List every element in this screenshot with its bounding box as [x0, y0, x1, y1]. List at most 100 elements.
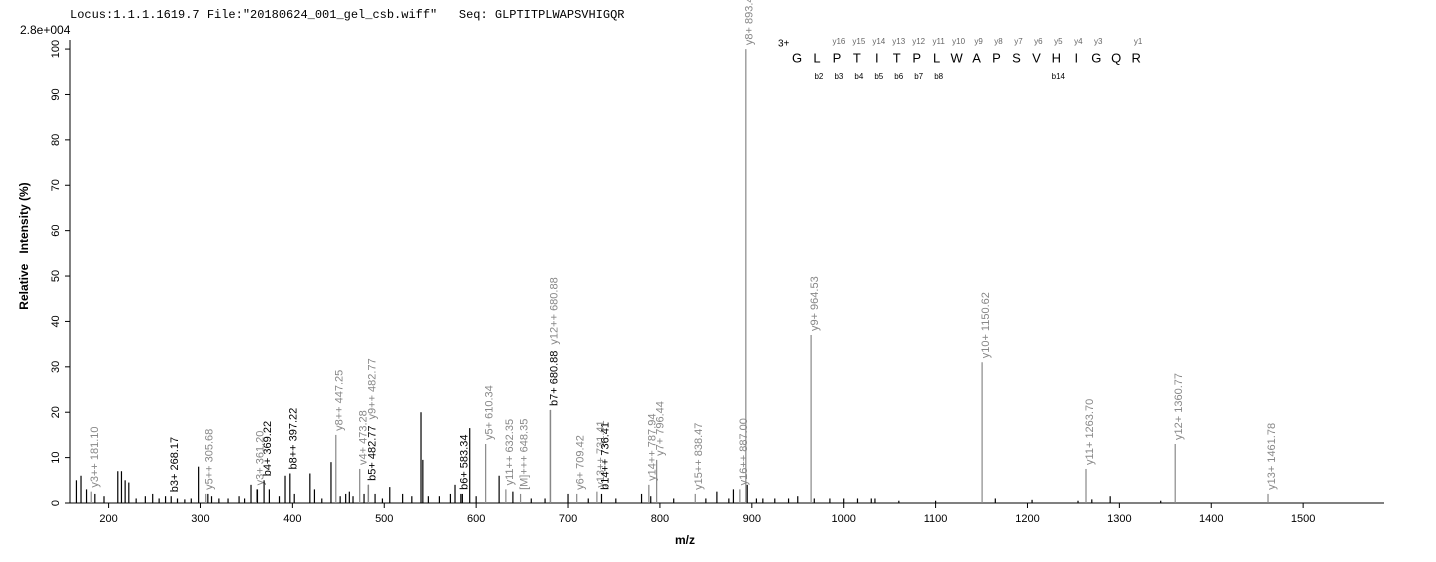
- residue: T: [893, 50, 901, 65]
- x-tick-label: 700: [559, 513, 577, 525]
- peak-label: y11+ 1263.70: [1084, 399, 1096, 465]
- y-ion-label: y6: [1034, 37, 1043, 46]
- y-tick-label: 100: [50, 40, 62, 58]
- x-tick-label: 600: [467, 513, 485, 525]
- peak-label: y11++ 632.35: [504, 419, 516, 485]
- y-ion-label: y14: [872, 37, 885, 46]
- residue: P: [833, 50, 842, 65]
- x-tick-label: 1000: [831, 513, 855, 525]
- peak-label: y5+ 610.34: [484, 385, 496, 440]
- peak-label: v4+ 473.28: [358, 410, 370, 465]
- x-tick-label: 1100: [924, 513, 948, 525]
- peak-label: y9++ 482.77: [366, 358, 378, 419]
- x-tick-label: 1200: [1015, 513, 1039, 525]
- residue: R: [1131, 50, 1140, 65]
- peak-label: y10+ 1150.62: [980, 292, 992, 358]
- y-ion-label: y5: [1054, 37, 1063, 46]
- peak-label: b6+ 583.34: [459, 435, 471, 490]
- peak-label: y12+ 1360.77: [1173, 373, 1185, 440]
- y-tick-label: 0: [50, 500, 62, 506]
- y-tick-label: 50: [50, 270, 62, 282]
- y-ion-label: y15: [852, 37, 865, 46]
- y-axis-label: Relative Intensity (%): [17, 182, 31, 309]
- peak-label: b8++ 397.22: [288, 408, 300, 470]
- peak-label: y16++ 887.00: [738, 418, 750, 485]
- x-tick-label: 1500: [1291, 513, 1315, 525]
- y-ion-label: y3: [1094, 37, 1103, 46]
- x-tick-label: 500: [375, 513, 393, 525]
- b-ion-label: b14: [1052, 72, 1066, 81]
- residue: L: [813, 50, 820, 65]
- peak-label: b5+ 482.77: [366, 425, 378, 480]
- residue: G: [792, 50, 802, 65]
- b-ion-label: b6: [894, 72, 903, 81]
- y-ion-label: y1: [1134, 37, 1143, 46]
- y-tick-label: 10: [50, 451, 62, 463]
- y-ion-label: y8: [994, 37, 1003, 46]
- residue: S: [1012, 50, 1021, 65]
- y-tick-label: 20: [50, 406, 62, 418]
- y-ion-label: y16: [832, 37, 845, 46]
- residue: A: [972, 50, 981, 65]
- x-tick-label: 200: [99, 513, 117, 525]
- residue: P: [992, 50, 1001, 65]
- peak-label: y5++ 305.68: [204, 429, 216, 490]
- x-axis-label: m/z: [675, 533, 695, 547]
- peak-label: b4+ 369.22: [262, 421, 274, 476]
- residue: Q: [1111, 50, 1121, 65]
- x-tick-label: 1400: [1199, 513, 1223, 525]
- peak-label: y6+ 709.42: [575, 435, 587, 490]
- x-tick-label: 800: [651, 513, 669, 525]
- residue: I: [1074, 50, 1078, 65]
- residue: V: [1032, 50, 1041, 65]
- x-tick-label: 300: [191, 513, 209, 525]
- y-ion-label: y4: [1074, 37, 1083, 46]
- peak-label: y7+ 796.44: [655, 401, 667, 456]
- x-tick-label: 1300: [1107, 513, 1131, 525]
- peak-label: y13++ 731.41: [595, 420, 607, 487]
- peak-label: b14++ 736.41: [599, 422, 611, 490]
- y-ion-label: y9: [974, 37, 983, 46]
- peak-label: y9+ 964.53: [809, 276, 821, 331]
- peak-label: y8++ 447.25: [334, 370, 346, 431]
- y-ion-label: y7: [1014, 37, 1023, 46]
- residue: P: [912, 50, 921, 65]
- peak-label: y14++ 787.94: [647, 414, 659, 481]
- y-tick-label: 60: [50, 225, 62, 237]
- y-tick-label: 40: [50, 315, 62, 327]
- peak-label: y3++ 181.10: [89, 426, 101, 487]
- residue: I: [875, 50, 879, 65]
- y-ion-label: y10: [952, 37, 965, 46]
- peak-label: y15++ 838.47: [693, 423, 705, 490]
- residue: H: [1052, 50, 1061, 65]
- y-ion-label: y11: [932, 37, 945, 46]
- peak-label: y3+ 361.20: [255, 431, 267, 486]
- residue: L: [933, 50, 940, 65]
- residue: T: [853, 50, 861, 65]
- residue: W: [950, 50, 963, 65]
- peak-label: y13+ 1461.78: [1266, 423, 1278, 490]
- y-tick-label: 70: [50, 179, 62, 191]
- b-ion-label: b5: [874, 72, 883, 81]
- y-ion-label: y12: [912, 37, 925, 46]
- b-ion-label: b7: [914, 72, 923, 81]
- y-tick-label: 90: [50, 88, 62, 100]
- residue: G: [1091, 50, 1101, 65]
- y-tick-label: 80: [50, 134, 62, 146]
- peak-label: b7+ 680.88: [548, 351, 560, 406]
- y-tick-label: 30: [50, 361, 62, 373]
- b-ion-label: b4: [854, 72, 863, 81]
- charge-label: 3+: [778, 39, 790, 50]
- peak-label: b3+ 268.17: [169, 437, 181, 492]
- y-ion-label: y13: [892, 37, 905, 46]
- peak-label: y12++ 680.88: [548, 277, 560, 344]
- b-ion-label: b2: [814, 72, 823, 81]
- chart-title: Locus:1.1.1.1619.7 File:"20180624_001_ge…: [70, 8, 625, 22]
- b-ion-label: b8: [934, 72, 943, 81]
- b-ion-label: b3: [834, 72, 843, 81]
- x-tick-label: 900: [743, 513, 761, 525]
- scale-label: 2.8e+004: [20, 23, 71, 37]
- peak-label: [M]+++ 648.35: [518, 419, 530, 490]
- x-tick-label: 400: [283, 513, 301, 525]
